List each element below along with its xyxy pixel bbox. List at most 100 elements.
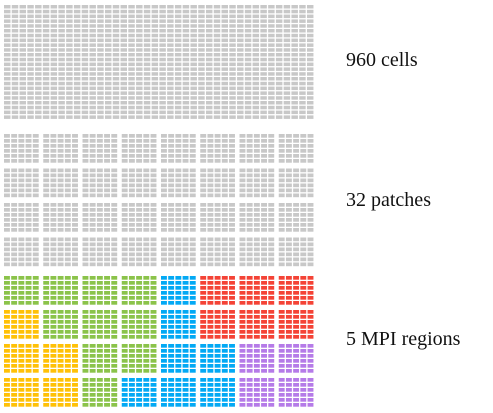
cell [253, 262, 260, 267]
cell [27, 53, 34, 57]
cell [50, 344, 57, 348]
cell [128, 81, 135, 86]
cell [283, 101, 291, 105]
cell [111, 252, 118, 257]
cell [143, 383, 150, 387]
cell [42, 81, 50, 86]
cell [4, 33, 11, 38]
cell [213, 14, 221, 19]
cell [25, 296, 32, 300]
cell [121, 252, 128, 257]
cell [150, 149, 157, 153]
cell [150, 242, 157, 247]
cell [214, 310, 221, 314]
cell [136, 86, 143, 91]
cell [89, 86, 96, 91]
cell [182, 168, 189, 173]
cell [182, 301, 189, 305]
cell [239, 301, 246, 305]
cell [175, 403, 182, 407]
cell [58, 62, 65, 67]
cell [246, 154, 253, 158]
cell [214, 242, 221, 247]
cell [207, 301, 214, 305]
cell [159, 14, 166, 19]
cell [128, 134, 135, 138]
cell [150, 193, 157, 198]
cell [4, 53, 11, 57]
cell [121, 218, 128, 222]
cell [73, 67, 81, 71]
cell [89, 62, 96, 67]
cell [112, 91, 120, 95]
cell [50, 19, 58, 23]
cell [89, 178, 96, 183]
cell [42, 19, 50, 23]
cell [291, 24, 298, 28]
cell [246, 354, 253, 358]
cell [136, 72, 143, 76]
cell [260, 86, 267, 91]
cell [4, 403, 10, 407]
cell [229, 168, 235, 173]
cell [239, 183, 246, 188]
cell [174, 62, 182, 67]
cell [89, 81, 96, 86]
cell [253, 134, 260, 138]
cell [151, 62, 159, 67]
cell [221, 67, 228, 71]
cell [35, 19, 42, 23]
cell [207, 188, 214, 193]
cell [261, 393, 267, 397]
cell [306, 19, 314, 23]
cell [104, 144, 110, 148]
cell [221, 237, 228, 242]
cell [96, 403, 103, 407]
cell [168, 252, 175, 257]
cell [143, 62, 151, 67]
cell [275, 86, 283, 91]
cell [32, 208, 39, 212]
cell [57, 173, 64, 178]
cell [64, 364, 71, 368]
cell [150, 388, 157, 392]
cell [189, 383, 196, 387]
cell [128, 213, 135, 217]
cell [57, 354, 64, 358]
cell [229, 369, 235, 373]
cell [128, 335, 135, 339]
cell [32, 393, 39, 397]
cell [89, 393, 96, 397]
patch [4, 203, 39, 232]
cell [182, 110, 190, 115]
cell [25, 247, 32, 252]
cell [161, 383, 167, 387]
cell [57, 252, 64, 257]
cell [11, 62, 19, 67]
cell [89, 388, 96, 392]
cell [285, 364, 292, 368]
cell [18, 134, 25, 138]
patch [4, 134, 39, 163]
cell [200, 359, 207, 363]
cell [300, 154, 307, 158]
cell [285, 149, 292, 153]
cell [89, 134, 96, 138]
cell [293, 301, 300, 305]
cell [237, 101, 244, 105]
cell [104, 276, 110, 280]
cell [213, 38, 221, 43]
cell [246, 281, 253, 285]
cell [161, 393, 167, 397]
cell [285, 144, 292, 148]
cell [32, 173, 39, 178]
cell [174, 57, 182, 62]
cell [111, 257, 118, 262]
cell [268, 154, 275, 158]
cell [306, 57, 314, 62]
cell [25, 315, 32, 319]
cell [246, 320, 253, 324]
cell [207, 252, 214, 257]
cell [221, 57, 228, 62]
